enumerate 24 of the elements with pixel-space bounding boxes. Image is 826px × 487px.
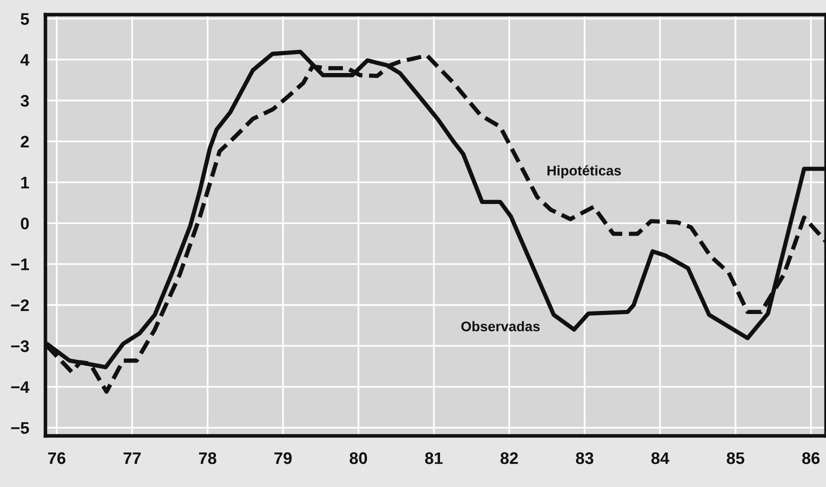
y-tick-label: 4 xyxy=(20,54,30,66)
x-tick-label: 78 xyxy=(199,452,216,464)
x-tick-label: 83 xyxy=(576,452,594,464)
x-tick-label: 82 xyxy=(500,452,518,464)
x-tick-label: 80 xyxy=(350,452,367,464)
series-label: Hipotéticas xyxy=(548,165,621,178)
x-tick-label: 76 xyxy=(48,452,66,464)
y-tick-label: 1 xyxy=(21,176,29,188)
x-tick-label: 81 xyxy=(425,452,443,464)
y-tick-label: −4 xyxy=(11,381,30,393)
x-tick-label: 86 xyxy=(802,452,820,464)
y-tick-label: 5 xyxy=(20,13,29,25)
y-tick-label: −3 xyxy=(11,340,29,352)
x-tick-label: 85 xyxy=(726,452,744,464)
y-tick-label: −5 xyxy=(11,422,29,434)
series-label: Observadas xyxy=(461,321,540,332)
x-tick-label: 79 xyxy=(274,452,292,464)
y-tick-label: 0 xyxy=(20,218,29,230)
x-tick-label: 84 xyxy=(651,452,670,464)
y-tick-label: 3 xyxy=(20,94,29,107)
y-tick-label: −1 xyxy=(11,258,29,270)
y-tick-label: 2 xyxy=(20,136,29,148)
y-tick-label: −2 xyxy=(11,299,29,312)
x-tick-label: 77 xyxy=(124,452,141,464)
